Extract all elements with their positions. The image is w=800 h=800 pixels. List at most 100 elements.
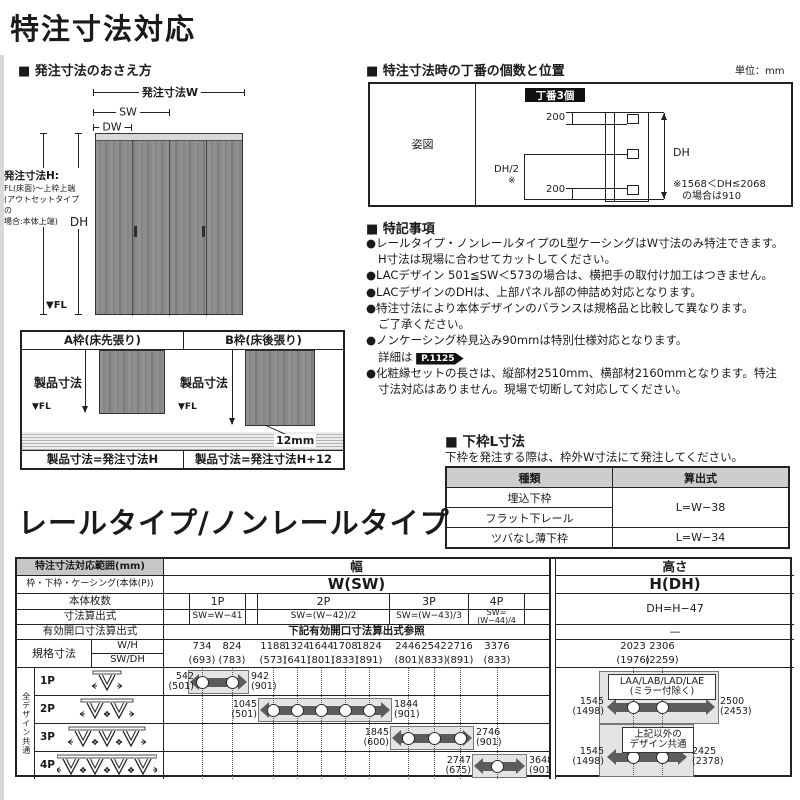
range-arrow [198, 677, 239, 687]
spec-spacer [525, 594, 550, 610]
note-item: ●化粧縁セットの長さは、縦部材2510mm、横部材2160mmとなります。特注 … [366, 366, 777, 396]
range-max-label: 2500 (2453) [720, 696, 752, 717]
b-dim-arrowhead [229, 418, 235, 425]
range-min-label: 1545 (1498) [572, 696, 604, 717]
hinge-bottom [627, 185, 639, 195]
b-door-slab [245, 350, 315, 426]
door-handle [134, 226, 137, 237]
standard-width-value: 734 [192, 640, 212, 652]
hinge-top [627, 114, 639, 124]
standard-width-value: 1644 [308, 640, 334, 652]
panel-seam [169, 140, 170, 316]
b-product-dim-label: 製品寸法 [180, 374, 229, 391]
range-min-label: 542 (501) [168, 671, 194, 692]
dotted-line [633, 668, 634, 777]
spec-height-header: 高さ [556, 559, 794, 576]
spec-width-header: 幅 [164, 559, 550, 576]
standard-size-dot [362, 703, 376, 717]
dotted-line [345, 668, 346, 779]
lf-row-type: ツバなし薄下枠 [445, 527, 613, 549]
spec-w-values-row: 734 824 1188 1324 1644 1708 1824 2446 2542 2716 33… [164, 640, 550, 654]
order-h-line2: (アウトセットタイプの [4, 195, 80, 215]
ext-line [566, 124, 627, 125]
range-max-label: 1844 (901) [394, 699, 420, 720]
spec-4p-header: 4P [469, 594, 525, 610]
hinge-note-line2: の場合は910 [682, 187, 742, 202]
lf-row-formula: L=W−34 [612, 527, 790, 549]
range-max-label: 942 (901) [251, 671, 277, 692]
hinge-box: 姿図 丁番3個 200 DH/2 ※ 200 DH ※1568＜DH≦2068 … [368, 82, 793, 207]
standard-sw-value: (801) [307, 654, 335, 666]
door-elevation [95, 133, 243, 316]
note-item: ●特注寸法により本体デザインのバランスは規格品と比較して異なります。 ご了承くだ… [366, 301, 754, 331]
spec-h-values-row: 2023 2306 [556, 640, 794, 654]
b-frame-title: B枠(床後張り) [184, 332, 343, 350]
spec-formula-1p: SW=W−41 [190, 610, 246, 625]
dotted-line [460, 668, 461, 779]
standard-size-dot [401, 731, 415, 745]
range-arrow [615, 752, 679, 762]
spec-3p-header: 3P [390, 594, 469, 610]
dotted-line [434, 668, 435, 779]
note-item: ●レールタイプ・ノンレールタイプのL型ケーシングはW寸法のみ特注できます。 H寸… [366, 236, 784, 266]
spec-row-2p: 2P [35, 696, 164, 724]
spec-dh-formula: DH=H−47 [556, 594, 794, 625]
range-arrow-right [238, 674, 247, 690]
body-row-divider [164, 723, 550, 724]
spec-2p-header: 2P [258, 594, 390, 610]
spec-spacer [246, 594, 258, 610]
range-max-label: 2425 (2378) [692, 746, 724, 767]
range-arrow-left [260, 702, 269, 718]
standard-size-dot [338, 703, 352, 717]
range-max-label: 3648 (901) [529, 755, 555, 776]
range-arrow-right [381, 702, 390, 718]
page-title: 特注寸法対応 [10, 12, 197, 46]
note-item: ●ノンケーシング枠見込み90mmは特別仕様対応となります。 [366, 333, 688, 347]
standard-sw-value: (833) [331, 654, 359, 666]
dim-dh2-label: DH/2 [494, 164, 519, 175]
hinge-middle [627, 149, 639, 159]
row-label-3p: 3P [40, 730, 56, 743]
spec-wh-label: W/H [92, 640, 164, 654]
page-ref-badge: P.1125 [416, 352, 464, 365]
spec-1p-header: 1P [190, 594, 246, 610]
dotted-line [273, 668, 274, 779]
spec-h-parens-row: (1976) (2259) [556, 654, 794, 668]
dim-label-sw: SW [116, 105, 140, 119]
ext-line [566, 188, 627, 189]
standard-width-value: 2716 [447, 640, 473, 652]
standard-width-value: 2542 [421, 640, 447, 652]
range-min-label: 2747 (675) [445, 755, 471, 776]
spec-panels-label: 本体枚数 [17, 594, 164, 610]
standard-size-dot [453, 731, 467, 745]
section-heading-lower-frame: ■ 下枠L寸法 [445, 434, 526, 450]
standard-height-value: 2023 [620, 640, 646, 652]
folding-panels-diagram [67, 726, 147, 747]
lf-col-type: 種類 [445, 466, 613, 488]
standard-sw-value: (833) [420, 654, 448, 666]
hinge-count-badge: 丁番3個 [525, 88, 585, 102]
hinge-box-divider [475, 84, 476, 205]
dh-arrow-down [661, 192, 667, 199]
standard-size-dot [195, 675, 209, 689]
panel-seam [132, 140, 133, 316]
notes-list: ●レールタイプ・ノンレールタイプのL型ケーシングはW寸法のみ特注できます。 H寸… [366, 236, 800, 398]
dh-arrow-up [661, 113, 667, 120]
lf-row-type: 埋込下枠 [445, 487, 613, 508]
b-fl-label: ▼FL [178, 402, 197, 412]
dim-dh2 [524, 154, 525, 199]
a-fl-label: ▼FL [32, 402, 51, 412]
standard-width-value: 1188 [260, 640, 286, 652]
order-h-title: 発注寸法H: [4, 170, 59, 182]
a-door-slab [99, 350, 165, 414]
standard-sw-value: (833) [483, 654, 511, 666]
standard-size-dot [225, 675, 239, 689]
panel-seam [206, 140, 207, 316]
ext-line [566, 112, 605, 113]
a-dim-arrowhead [82, 406, 88, 413]
note-item: ●LACデザイン 501≦SW＜573の場合は、横把手の取付け加工はつきません。 [366, 268, 773, 282]
a-frame-title: A枠(床先張り) [22, 332, 184, 350]
spec-opening-label: 有効開口寸法算出式 [17, 625, 164, 640]
row-label-2p: 2P [40, 702, 56, 715]
unit-note: 単位：mm [735, 66, 785, 77]
